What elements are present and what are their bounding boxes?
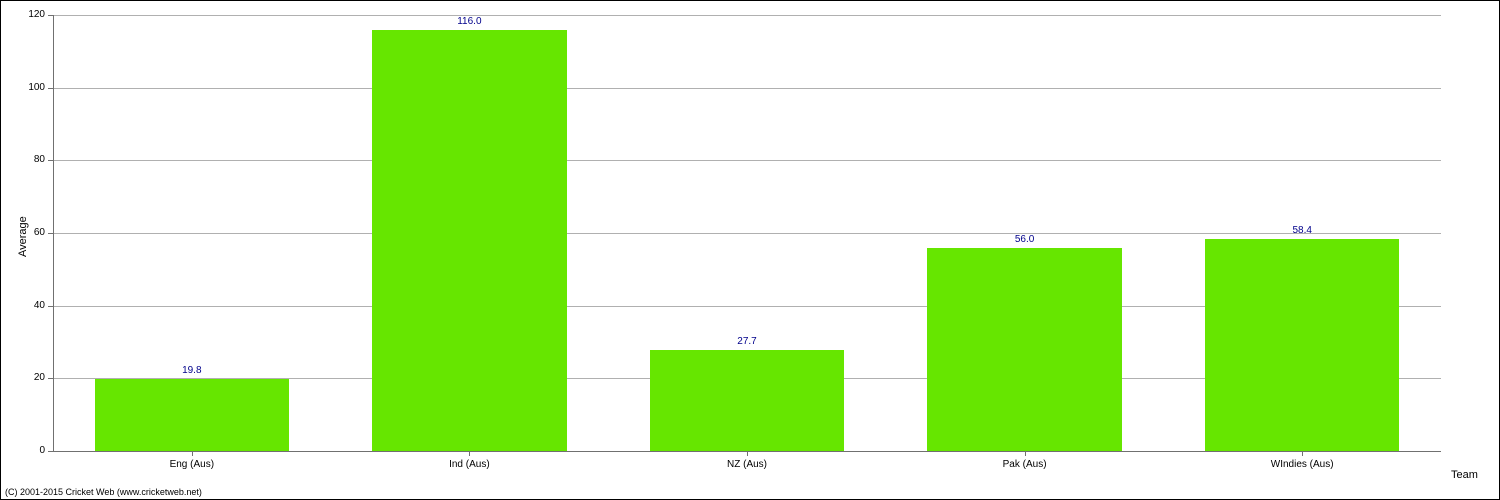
bar: [1205, 239, 1399, 451]
y-tick-label: 120: [13, 9, 45, 20]
x-tick-label: Pak (Aus): [945, 459, 1105, 470]
y-tick-label: 40: [13, 300, 45, 311]
bar-value-label: 56.0: [975, 234, 1075, 245]
x-tick-mark: [1302, 451, 1303, 456]
copyright-text: (C) 2001-2015 Cricket Web (www.cricketwe…: [5, 487, 202, 497]
x-tick-label: WIndies (Aus): [1222, 459, 1382, 470]
bar-value-label: 19.8: [142, 365, 242, 376]
chart-container: Average Team (C) 2001-2015 Cricket Web (…: [0, 0, 1500, 500]
bar: [372, 30, 566, 451]
y-tick-label: 100: [13, 82, 45, 93]
x-tick-label: Eng (Aus): [112, 459, 272, 470]
x-tick-mark: [1025, 451, 1026, 456]
bar: [650, 350, 844, 451]
y-axis-line: [53, 15, 54, 451]
bar-value-label: 27.7: [697, 336, 797, 347]
bar-value-label: 58.4: [1252, 225, 1352, 236]
y-tick-label: 80: [13, 154, 45, 165]
y-tick-label: 60: [13, 227, 45, 238]
x-tick-mark: [192, 451, 193, 456]
bar-value-label: 116.0: [419, 16, 519, 27]
x-axis-label: Team: [1451, 469, 1478, 481]
x-tick-mark: [747, 451, 748, 456]
bar: [927, 248, 1121, 451]
y-tick-label: 20: [13, 372, 45, 383]
y-tick-label: 0: [13, 445, 45, 456]
x-tick-label: Ind (Aus): [389, 459, 549, 470]
bar: [95, 379, 289, 451]
gridline: [53, 233, 1441, 234]
x-tick-label: NZ (Aus): [667, 459, 827, 470]
x-tick-mark: [469, 451, 470, 456]
gridline: [53, 160, 1441, 161]
gridline: [53, 88, 1441, 89]
gridline: [53, 15, 1441, 16]
